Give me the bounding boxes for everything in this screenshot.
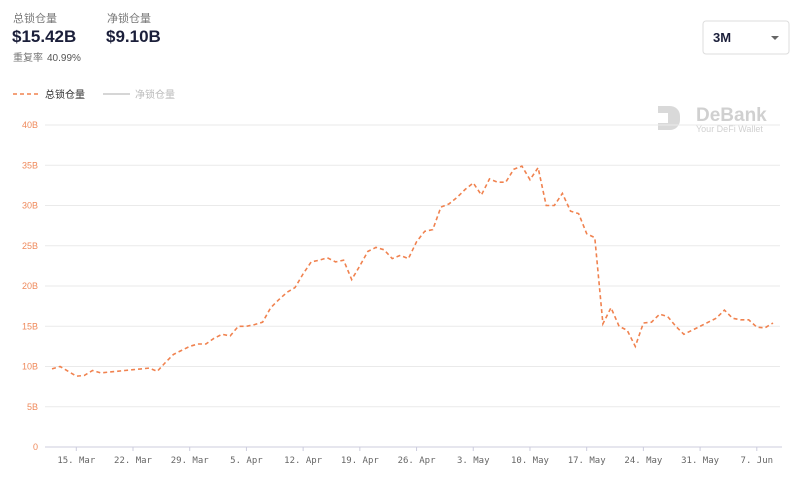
x-tick-label: 17. May: [568, 456, 607, 466]
legend-label[interactable]: 总锁仓量: [45, 88, 85, 101]
watermark: DeBank Your DeFi Wallet: [658, 105, 767, 134]
x-tick-label: 24. May: [624, 456, 663, 466]
repeat-label: 重复率: [13, 51, 43, 64]
watermark-brand: DeBank: [696, 105, 767, 126]
x-tick-label: 15. Mar: [57, 456, 96, 466]
y-tick-label: 20B: [22, 281, 38, 291]
net-value: $9.10B: [106, 27, 161, 46]
y-tick-label: 15B: [22, 321, 38, 331]
watermark-logo: [658, 106, 680, 130]
x-tick-label: 10. May: [511, 456, 550, 466]
y-tick-label: 10B: [22, 362, 38, 372]
caret: [771, 36, 779, 40]
x-tick-label: 22. Mar: [114, 456, 153, 466]
x-tick-label: 7. Jun: [741, 456, 774, 466]
net-label: 净锁仓量: [107, 11, 151, 25]
x-tick-label: 3. May: [457, 456, 490, 466]
range-select[interactable]: [702, 20, 790, 55]
tvl-label: 总锁仓量: [13, 11, 57, 25]
x-tick-label: 19. Apr: [341, 456, 380, 466]
x-tick-label: 5. Apr: [230, 456, 263, 466]
y-tick-label: 30B: [22, 201, 38, 211]
y-tick-label: 40B: [22, 120, 38, 130]
repeat-value: 40.99%: [47, 53, 81, 64]
y-tick-label: 0: [33, 442, 38, 452]
range-value: 3M: [713, 30, 731, 45]
y-tick-label: 5B: [27, 402, 38, 412]
series-line: [51, 165, 774, 378]
y-tick-label: 35B: [22, 160, 38, 170]
x-tick-label: 29. Mar: [171, 456, 210, 466]
x-tick-label: 26. Apr: [398, 456, 437, 466]
x-tick-label: 31. May: [681, 456, 720, 466]
tvl-value: $15.42B: [12, 27, 76, 46]
legend-label[interactable]: 净锁仓量: [135, 88, 175, 101]
x-tick-label: 12. Apr: [284, 456, 323, 466]
y-tick-label: 25B: [22, 241, 38, 251]
watermark-tagline: Your DeFi Wallet: [696, 124, 763, 134]
